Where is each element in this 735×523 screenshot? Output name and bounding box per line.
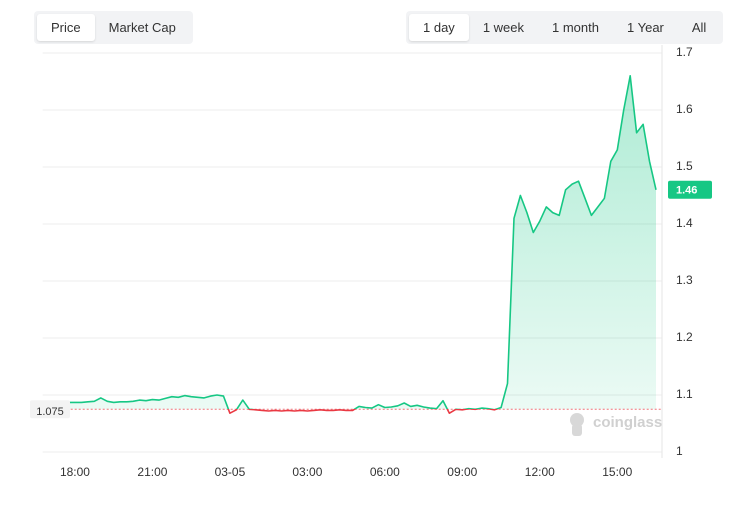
last-price-label: 1.46	[676, 185, 697, 197]
y-tick-label: 1.4	[676, 216, 693, 230]
x-tick-label: 03-05	[215, 465, 246, 479]
last-price-box	[668, 180, 712, 199]
baseline-label-box	[30, 400, 70, 419]
y-tick-label: 1.2	[676, 330, 693, 344]
x-tick-label: 15:00	[602, 465, 632, 479]
x-tick-label: 09:00	[447, 465, 477, 479]
tab[interactable]: 1 week	[482, 20, 525, 35]
tab[interactable]: Market Cap	[108, 20, 176, 35]
y-tick-label: 1.7	[676, 45, 693, 59]
y-tick-label: 1.5	[676, 159, 693, 173]
tab[interactable]: 1 month	[552, 20, 599, 35]
x-tick-label: 06:00	[370, 465, 400, 479]
y-tick-label: 1.6	[676, 102, 693, 116]
watermark: coinglass	[593, 414, 662, 431]
watermark-logo	[570, 413, 584, 436]
y-tick-label: 1	[676, 444, 683, 458]
tab[interactable]: Price	[37, 14, 95, 41]
metric-tabs: Price Market Cap	[34, 11, 193, 44]
range-tabs: 1 day 1 week 1 month 1 Year All	[406, 11, 724, 44]
price-line	[42, 75, 657, 414]
baseline-label: 1.075	[36, 406, 64, 418]
x-tick-label: 21:00	[137, 465, 167, 479]
tab[interactable]: 1 Year	[627, 20, 664, 35]
tab[interactable]: 1 day	[409, 14, 469, 41]
y-tick-label: 1.1	[676, 387, 693, 401]
x-tick-label: 12:00	[525, 465, 555, 479]
y-tick-label: 1.3	[676, 273, 693, 287]
x-tick-label: 03:00	[292, 465, 322, 479]
area	[42, 75, 656, 410]
x-tick-label: 18:00	[60, 465, 90, 479]
tab[interactable]: All	[691, 20, 707, 35]
